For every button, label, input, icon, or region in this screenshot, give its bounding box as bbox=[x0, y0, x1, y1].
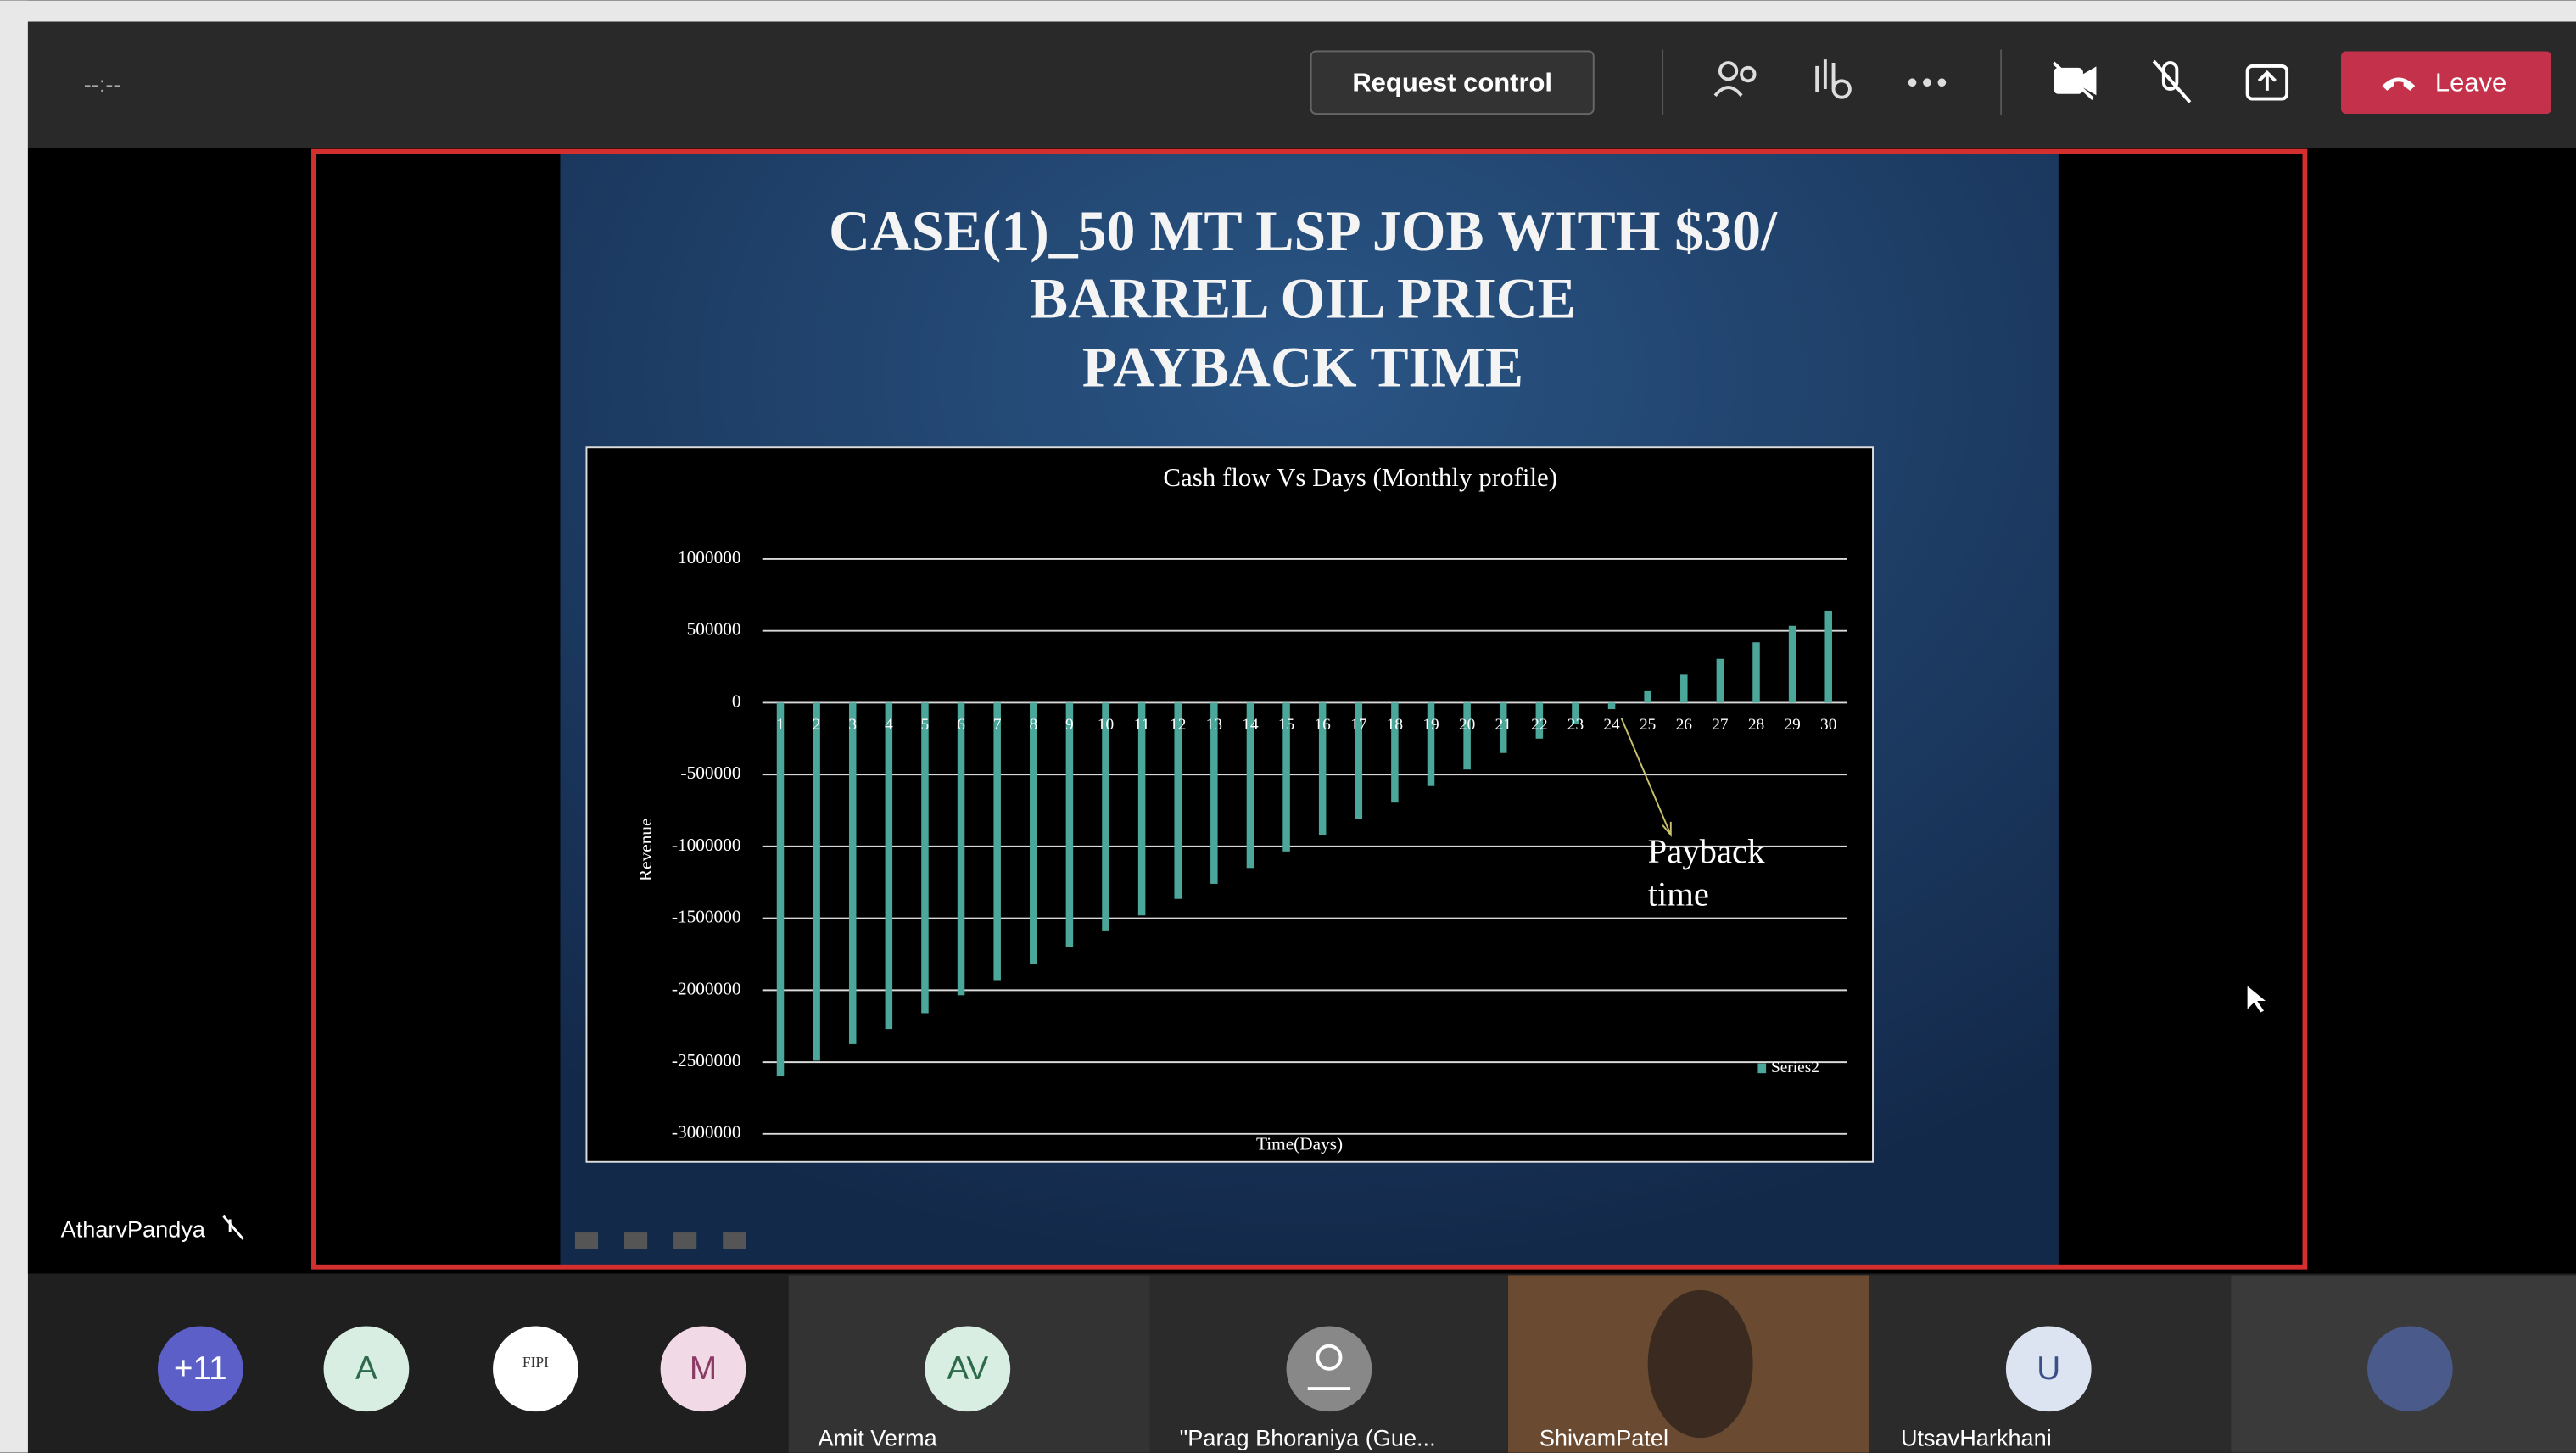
avatar-initials: +11 bbox=[174, 1350, 227, 1387]
x-tick-label: 9 bbox=[1065, 716, 1074, 734]
avatar-photo[interactable] bbox=[2367, 1326, 2453, 1411]
bar bbox=[1752, 642, 1760, 702]
participant-name: Amit Verma bbox=[819, 1424, 938, 1450]
x-tick-label: 3 bbox=[848, 716, 857, 734]
y-tick-label: -2500000 bbox=[672, 1050, 741, 1070]
avatar-initials: U bbox=[2037, 1350, 2060, 1387]
request-control-label[interactable]: Request control bbox=[1352, 67, 1552, 97]
annotation: time bbox=[1648, 875, 1709, 913]
participant-name: "Parag Bhoraniya (Gue... bbox=[1180, 1424, 1436, 1450]
x-tick-label: 10 bbox=[1098, 716, 1114, 734]
bar bbox=[1644, 691, 1651, 703]
bar bbox=[1608, 702, 1616, 709]
x-tick-label: 28 bbox=[1748, 716, 1764, 734]
x-tick-label: 19 bbox=[1422, 716, 1439, 734]
bar bbox=[1030, 702, 1037, 964]
y-tick-label: -3000000 bbox=[672, 1122, 741, 1143]
x-tick-label: 11 bbox=[1134, 716, 1150, 734]
bar bbox=[849, 702, 857, 1044]
bar bbox=[1680, 674, 1688, 702]
x-tick-label: 22 bbox=[1531, 716, 1547, 734]
toolbar bbox=[28, 22, 2576, 148]
y-tick-label: -500000 bbox=[681, 763, 741, 783]
x-tick-label: 26 bbox=[1676, 716, 1693, 734]
x-tick-label: 25 bbox=[1640, 716, 1656, 734]
participant-name: ShivamPatel bbox=[1539, 1424, 1668, 1450]
x-tick-label: 12 bbox=[1170, 716, 1186, 734]
timer: --:-- bbox=[84, 70, 121, 97]
x-tick-label: 29 bbox=[1784, 716, 1800, 734]
slide-title-line: BARREL OIL PRICE bbox=[1030, 266, 1576, 330]
bar bbox=[921, 702, 929, 1013]
avatar-initials: FIPI bbox=[522, 1354, 549, 1371]
avatar-initials: AV bbox=[947, 1350, 988, 1387]
y-tick-label: 500000 bbox=[687, 619, 741, 640]
legend-swatch bbox=[1757, 1064, 1766, 1074]
y-tick-label: -1500000 bbox=[672, 907, 741, 927]
annotation: Payback bbox=[1648, 832, 1765, 870]
left-edge bbox=[0, 0, 28, 1452]
bar bbox=[1102, 702, 1109, 930]
x-tick-label: 23 bbox=[1567, 716, 1584, 734]
x-tick-label: 8 bbox=[1029, 716, 1037, 734]
x-tick-label: 2 bbox=[813, 716, 821, 734]
bar bbox=[1789, 626, 1796, 703]
x-tick-label: 30 bbox=[1820, 716, 1836, 734]
bar bbox=[958, 702, 965, 995]
bar bbox=[1463, 702, 1471, 769]
slide-title-line: CASE(1)_50 MT LSP JOB WITH $30/ bbox=[829, 199, 1778, 263]
x-tick-label: 14 bbox=[1242, 716, 1259, 734]
bar bbox=[813, 702, 820, 1060]
participant-name: UtsavHarkhani bbox=[1901, 1424, 2052, 1450]
bar bbox=[886, 702, 893, 1029]
presenter-name: AtharvPandya bbox=[61, 1215, 206, 1242]
top-edge bbox=[0, 0, 2576, 21]
chart-title: Cash flow Vs Days (Monthly profile) bbox=[1163, 462, 1557, 492]
x-tick-label: 20 bbox=[1459, 716, 1475, 734]
bar bbox=[1066, 702, 1074, 947]
x-tick-label: 24 bbox=[1603, 716, 1620, 734]
x-tick-label: 16 bbox=[1314, 716, 1331, 734]
y-axis-label: Revenue bbox=[635, 819, 656, 882]
x-tick-label: 13 bbox=[1206, 716, 1222, 734]
x-tick-label: 1 bbox=[776, 716, 785, 734]
x-tick-label: 27 bbox=[1712, 716, 1729, 734]
y-tick-label: -1000000 bbox=[672, 835, 741, 855]
x-tick-label: 4 bbox=[885, 716, 893, 734]
page: {"toolbar":{"timer":"--:--","request_con… bbox=[0, 0, 2576, 1453]
screen: --:-- Request control Leave CASE(1)_50 M… bbox=[0, 0, 2576, 1453]
x-tick-label: 17 bbox=[1350, 716, 1367, 734]
bar bbox=[1824, 611, 1832, 702]
bar bbox=[1138, 702, 1146, 915]
x-tick-label: 18 bbox=[1387, 716, 1403, 734]
y-tick-label: 0 bbox=[732, 690, 741, 711]
legend-label: Series2 bbox=[1771, 1059, 1819, 1076]
video-person bbox=[1648, 1290, 1753, 1438]
avatar-initials: A bbox=[355, 1350, 377, 1387]
leave-label[interactable]: Leave bbox=[2435, 67, 2506, 97]
bar bbox=[993, 702, 1001, 980]
x-tick-label: 7 bbox=[993, 716, 1002, 734]
bar bbox=[1717, 659, 1724, 703]
x-axis-label: Time(Days) bbox=[1256, 1133, 1343, 1154]
y-tick-label: -2000000 bbox=[672, 978, 741, 998]
x-tick-label: 15 bbox=[1278, 716, 1294, 734]
x-tick-label: 21 bbox=[1495, 716, 1512, 734]
slide-title-line: PAYBACK TIME bbox=[1082, 336, 1523, 400]
x-tick-label: 5 bbox=[921, 716, 930, 734]
bar bbox=[777, 702, 785, 1076]
y-tick-label: 1000000 bbox=[678, 547, 741, 567]
x-tick-label: 6 bbox=[957, 716, 965, 734]
avatar-initials: M bbox=[690, 1350, 717, 1387]
